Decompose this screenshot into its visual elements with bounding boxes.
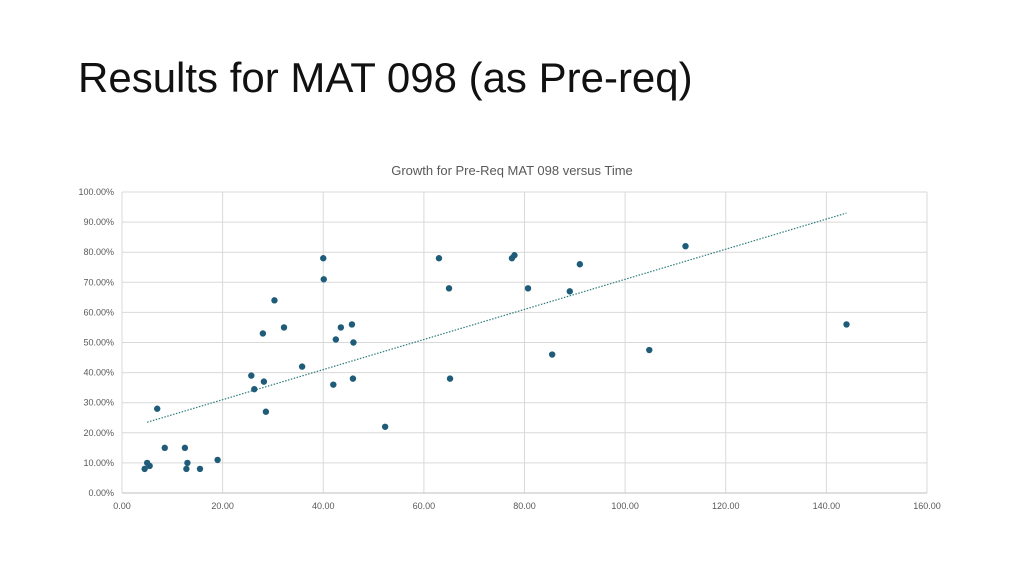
- x-tick-label: 140.00: [813, 501, 841, 511]
- y-tick-label: 80.00%: [83, 247, 114, 257]
- data-point: [350, 339, 357, 346]
- data-point: [320, 255, 327, 262]
- x-tick-label: 120.00: [712, 501, 740, 511]
- slide-title: Results for MAT 098 (as Pre-req): [78, 54, 693, 101]
- y-tick-label: 100.00%: [78, 187, 114, 197]
- x-tick-labels: 0.00 20.00 40.00 60.00 80.00 100.00 120.00 140.…: [113, 501, 941, 511]
- data-point: [548, 351, 556, 358]
- data-point: [154, 405, 161, 412]
- data-points: [141, 242, 850, 473]
- y-tick-label: 50.00%: [83, 338, 114, 348]
- x-tick-label: 20.00: [211, 501, 234, 511]
- y-tick-label: 10.00%: [83, 458, 114, 468]
- y-tick-label: 60.00%: [83, 307, 114, 317]
- x-tick-label: 80.00: [513, 501, 536, 511]
- data-point: [843, 321, 850, 328]
- data-point: [161, 444, 168, 452]
- data-point: [646, 346, 653, 354]
- y-tick-label: 0.00%: [88, 488, 114, 498]
- data-point: [196, 465, 204, 473]
- data-point: [381, 423, 389, 430]
- y-tick-label: 40.00%: [83, 368, 114, 378]
- data-point: [524, 285, 532, 292]
- data-point: [566, 288, 573, 295]
- data-point: [146, 462, 153, 470]
- data-point: [183, 465, 190, 473]
- x-tick-label: 0.00: [113, 501, 131, 511]
- y-tick-label: 90.00%: [83, 217, 114, 227]
- data-point: [280, 324, 288, 331]
- x-tick-label: 60.00: [413, 501, 436, 511]
- data-point: [259, 330, 267, 337]
- data-point: [445, 285, 453, 292]
- data-point: [251, 385, 258, 393]
- data-point: [511, 252, 518, 259]
- data-point: [298, 363, 306, 370]
- data-point: [181, 444, 189, 452]
- data-point: [348, 321, 356, 328]
- x-tick-label: 100.00: [611, 501, 639, 511]
- data-point: [320, 276, 327, 283]
- data-point: [271, 297, 278, 304]
- data-point: [332, 336, 340, 343]
- y-tick-labels: 0.00% 10.00% 20.00% 30.00% 40.00% 50.00% 60.00…: [78, 187, 114, 498]
- x-tick-label: 40.00: [312, 501, 335, 511]
- y-tick-label: 70.00%: [83, 277, 114, 287]
- data-point: [214, 456, 221, 464]
- chart-title: Growth for Pre-Req MAT 098 versus Time: [391, 163, 633, 178]
- y-tick-label: 30.00%: [83, 398, 114, 408]
- x-tick-label: 160.00: [913, 501, 941, 511]
- data-point: [184, 459, 191, 467]
- data-point: [330, 381, 337, 388]
- data-point: [337, 324, 345, 331]
- y-tick-label: 20.00%: [83, 428, 114, 438]
- data-point: [682, 242, 689, 250]
- data-point: [576, 261, 584, 268]
- grid-lines: [121, 191, 928, 494]
- data-point: [349, 375, 357, 382]
- data-point: [262, 408, 270, 415]
- data-point: [141, 465, 148, 473]
- data-point: [248, 372, 255, 379]
- data-point: [435, 255, 443, 262]
- data-point: [446, 375, 454, 382]
- data-point: [260, 378, 268, 385]
